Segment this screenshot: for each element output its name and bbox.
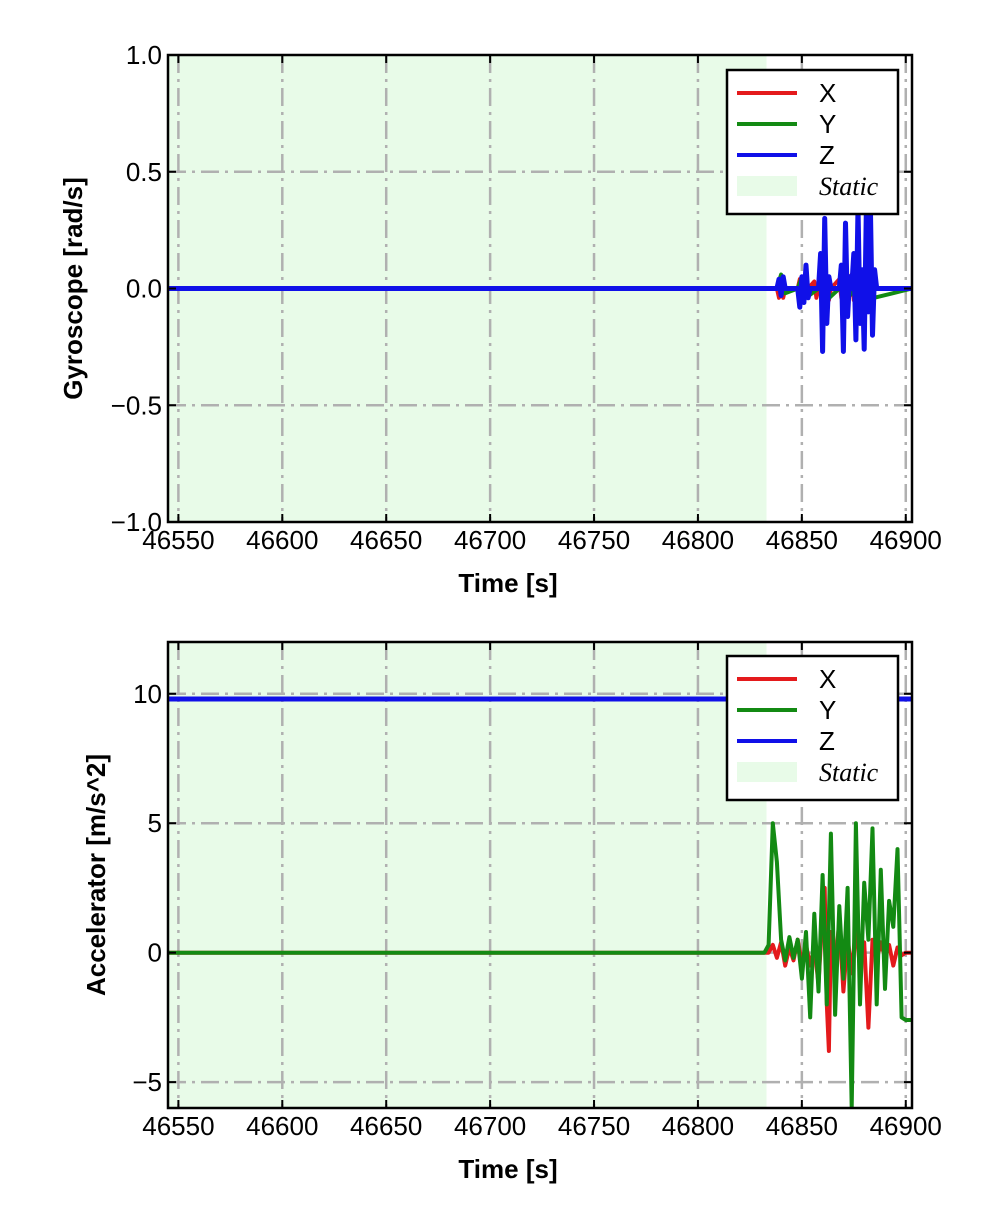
legend-label-y: Y (819, 695, 836, 725)
legend-label-static: Static (819, 758, 879, 787)
series-line-y (168, 821, 912, 1108)
x-tick-label: 46650 (350, 525, 422, 555)
x-tick-label: 46850 (766, 525, 838, 555)
x-axis-title: Time [s] (458, 568, 557, 598)
x-tick-label: 46900 (870, 1111, 942, 1141)
legend-label-y: Y (819, 109, 836, 139)
static-region (168, 642, 767, 1108)
x-tick-label: 46750 (558, 525, 630, 555)
y-tick-label: 0.0 (126, 274, 162, 304)
x-tick-label: 46800 (662, 1111, 734, 1141)
x-tick-label: 46650 (350, 1111, 422, 1141)
legend-label-x: X (819, 78, 836, 108)
x-tick-label: 46850 (766, 1111, 838, 1141)
y-tick-label: −1.0 (111, 507, 162, 537)
y-axis-title: Gyroscope [rad/s] (58, 177, 88, 400)
x-tick-label: 46550 (142, 525, 214, 555)
legend-label-x: X (819, 664, 836, 694)
chart-panel-2: 46550 46600 46650 46700 46750 46800 46850 46900… (81, 640, 942, 1184)
y-tick-label: −5 (132, 1067, 162, 1097)
x-tick-label: 46750 (558, 1111, 630, 1141)
legend-label-z: Z (819, 140, 835, 170)
y-tick-label: 0 (148, 938, 162, 968)
y-tick-label: −0.5 (111, 390, 162, 420)
x-tick-label: 46900 (870, 525, 942, 555)
x-tick-label: 46700 (454, 525, 526, 555)
x-tick-label: 46800 (662, 525, 734, 555)
y-tick-label: 0.5 (126, 157, 162, 187)
legend-label-static: Static (819, 172, 879, 201)
x-tick-label: 46600 (246, 525, 318, 555)
y-tick-label: 5 (148, 808, 162, 838)
x-tick-label: 46600 (246, 1111, 318, 1141)
legend-swatch-static (737, 176, 797, 196)
x-axis-title: Time [s] (458, 1154, 557, 1184)
series-line-z (168, 204, 912, 354)
chart-panel-1: 46550 46600 46650 46700 46750 46800 46850 46900… (58, 40, 942, 598)
legend-swatch-static (737, 762, 797, 782)
axes-frame (166, 640, 914, 1110)
y-axis-title: Accelerator [m/s^2] (81, 754, 111, 996)
x-tick-label: 46700 (454, 1111, 526, 1141)
legend-label-z: Z (819, 726, 835, 756)
y-tick-label: 1.0 (126, 40, 162, 70)
x-tick-label: 46550 (142, 1111, 214, 1141)
y-tick-label: 10 (133, 679, 162, 709)
